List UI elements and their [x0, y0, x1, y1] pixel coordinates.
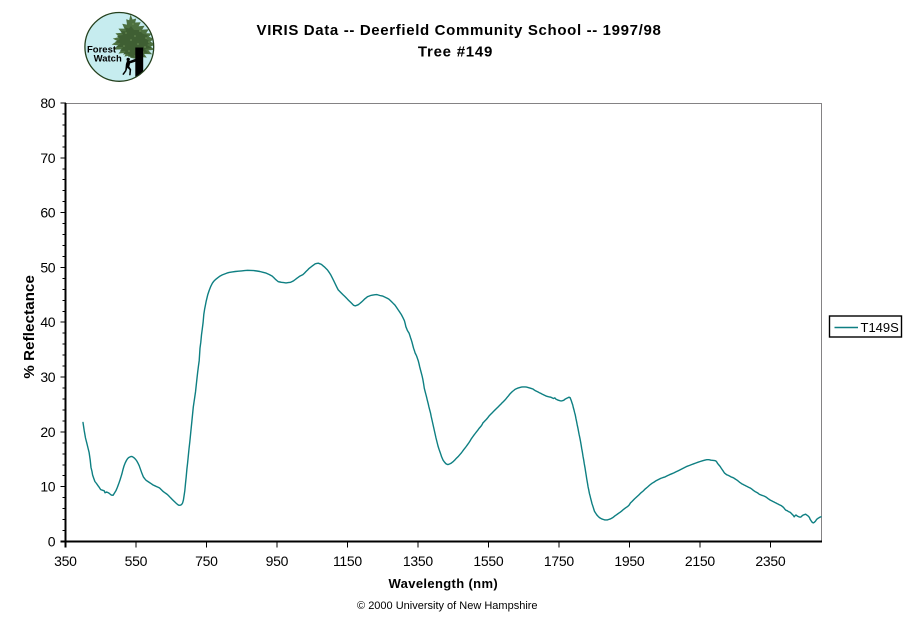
- svg-text:1350: 1350: [403, 553, 433, 569]
- svg-text:© 2000 University of New Hamps: © 2000 University of New Hampshire: [357, 600, 538, 612]
- svg-text:950: 950: [266, 553, 289, 569]
- svg-text:% Reflectance: % Reflectance: [21, 275, 38, 379]
- svg-text:2150: 2150: [685, 553, 715, 569]
- svg-text:1950: 1950: [614, 553, 644, 569]
- svg-text:0: 0: [48, 534, 56, 550]
- svg-text:20: 20: [40, 424, 55, 440]
- svg-text:10: 10: [40, 479, 55, 495]
- svg-text:50: 50: [40, 259, 55, 275]
- svg-text:1150: 1150: [333, 553, 362, 569]
- svg-text:2350: 2350: [755, 553, 785, 569]
- svg-text:750: 750: [195, 553, 218, 569]
- svg-text:60: 60: [40, 205, 55, 221]
- svg-text:1550: 1550: [473, 553, 503, 569]
- svg-text:VIRIS Data -- Deerfield Commun: VIRIS Data -- Deerfield Community School…: [257, 22, 662, 39]
- svg-text:Tree #149: Tree #149: [418, 44, 493, 61]
- svg-text:30: 30: [40, 369, 55, 385]
- svg-text:80: 80: [40, 95, 55, 111]
- svg-text:70: 70: [40, 150, 55, 166]
- svg-text:T149S: T149S: [861, 320, 900, 335]
- svg-text:550: 550: [125, 553, 148, 569]
- svg-text:1750: 1750: [544, 553, 574, 569]
- svg-text:Wavelength (nm): Wavelength (nm): [389, 576, 499, 591]
- svg-text:350: 350: [54, 553, 77, 569]
- svg-text:40: 40: [40, 314, 55, 330]
- svg-text:Watch: Watch: [94, 53, 122, 64]
- svg-text:Forest: Forest: [87, 44, 117, 55]
